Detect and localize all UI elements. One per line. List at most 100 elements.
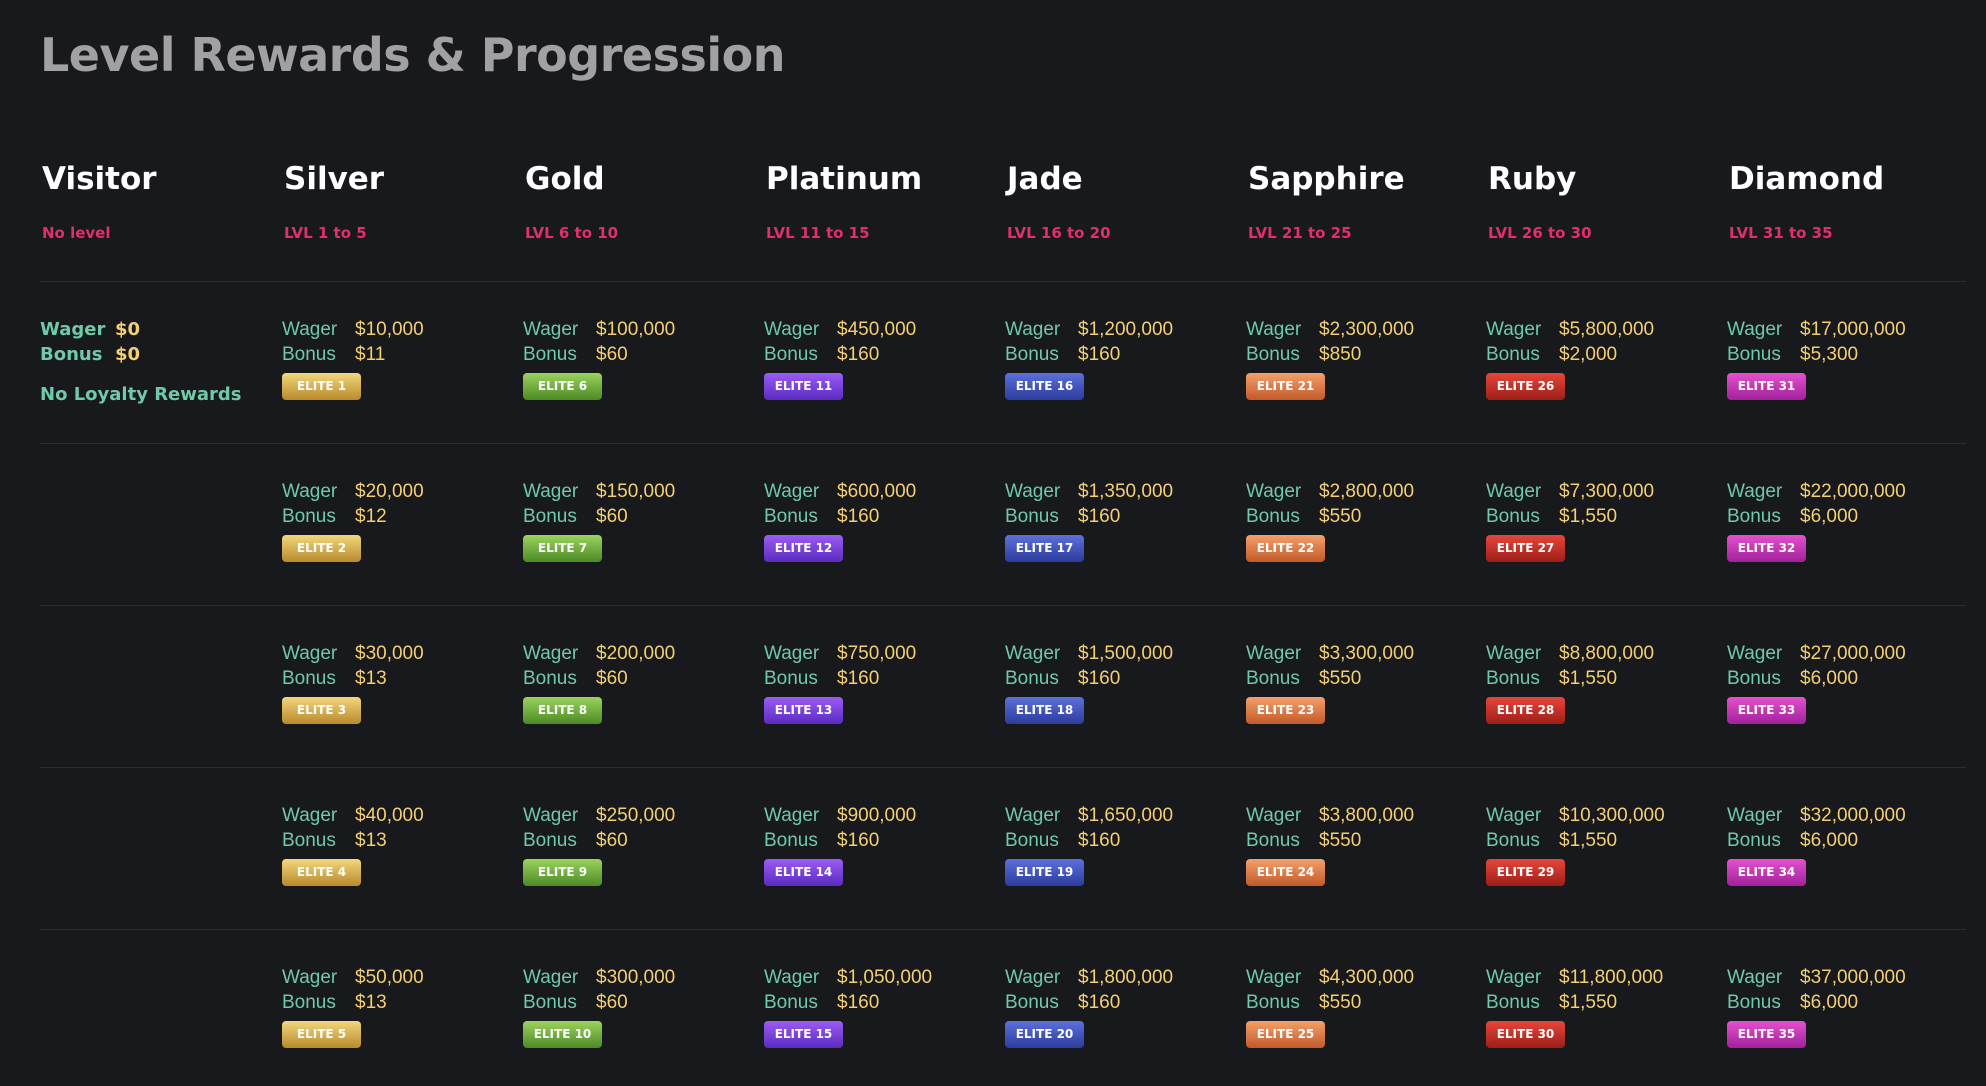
wager-label: Wager: [282, 643, 338, 664]
elite-level-badge: ELITE 30: [1486, 1021, 1565, 1048]
bonus-line: Bonus $11: [282, 343, 385, 367]
bonus-label: Bonus: [523, 344, 577, 365]
bonus-label: Bonus: [1727, 992, 1781, 1013]
bonus-label: Bonus: [1727, 344, 1781, 365]
bonus-line: Bonus $160: [764, 829, 879, 853]
level-reward-cell: Wager $1,650,000 Bonus $160 ELITE 19: [1005, 804, 1245, 954]
level-reward-cell: Wager $900,000 Bonus $160 ELITE 14: [764, 804, 1004, 954]
bonus-line: Bonus $1,550: [1486, 991, 1617, 1015]
wager-label: Wager: [764, 805, 820, 826]
bonus-value: $550: [1319, 830, 1362, 851]
bonus-line: Bonus $160: [1005, 829, 1120, 853]
bonus-value: $160: [837, 668, 880, 689]
wager-line: Wager $10,000: [282, 318, 424, 342]
level-reward-cell: Wager $7,300,000 Bonus $1,550 ELITE 27: [1486, 480, 1726, 630]
wager-line: Wager $37,000,000: [1727, 966, 1906, 990]
tier-name: Sapphire: [1248, 161, 1405, 197]
bonus-label: Bonus: [1005, 506, 1059, 527]
wager-line: Wager $20,000: [282, 480, 424, 504]
wager-line: Wager $900,000: [764, 804, 916, 828]
bonus-label: Bonus: [1246, 992, 1300, 1013]
tier-range: LVL 6 to 10: [525, 224, 619, 242]
level-reward-cell: Wager $150,000 Bonus $60 ELITE 7: [523, 480, 763, 630]
wager-value: $1,350,000: [1078, 481, 1174, 502]
bonus-value: $11: [355, 344, 386, 365]
wager-label: Wager: [523, 643, 579, 664]
tier-column-ruby: Ruby LVL 26 to 30 Wager $5,800,000 Bonus $2,0…: [1486, 0, 1726, 1086]
level-reward-cell: Wager $1,800,000 Bonus $160 ELITE 20: [1005, 966, 1245, 1086]
level-reward-cell: Wager $1,200,000 Bonus $160 ELITE 16: [1005, 318, 1245, 468]
tier-column-sapphire: Sapphire LVL 21 to 25 Wager $2,300,000 Bonus…: [1246, 0, 1486, 1086]
bonus-value: $160: [1078, 668, 1121, 689]
wager-line: Wager $0: [40, 318, 140, 342]
bonus-label: Bonus: [1486, 668, 1540, 689]
wager-value: $900,000: [837, 805, 917, 826]
elite-level-badge: ELITE 32: [1727, 535, 1806, 562]
bonus-value: $12: [355, 506, 387, 527]
bonus-line: Bonus $60: [523, 343, 628, 367]
wager-value: $3,300,000: [1319, 643, 1415, 664]
level-reward-cell: Wager $27,000,000 Bonus $6,000 ELITE 33: [1727, 642, 1967, 792]
elite-level-badge: ELITE 4: [282, 859, 361, 886]
bonus-label: Bonus: [523, 668, 577, 689]
bonus-value: $13: [355, 830, 387, 851]
wager-value: $750,000: [837, 643, 917, 664]
bonus-label: Bonus: [1005, 344, 1059, 365]
elite-level-badge: ELITE 20: [1005, 1021, 1084, 1048]
wager-value: $100,000: [596, 319, 676, 340]
bonus-line: Bonus $60: [523, 505, 628, 529]
bonus-label: Bonus: [282, 668, 336, 689]
wager-line: Wager $7,300,000: [1486, 480, 1654, 504]
elite-level-badge: ELITE 14: [764, 859, 843, 886]
bonus-label: Bonus: [282, 344, 336, 365]
tier-column-gold: Gold LVL 6 to 10 Wager $100,000 Bonus $60 ELIT…: [523, 0, 763, 1086]
bonus-label: Bonus: [523, 506, 577, 527]
wager-value: $50,000: [355, 967, 424, 988]
wager-value: $10,000: [355, 319, 424, 340]
bonus-value: $550: [1319, 506, 1362, 527]
tier-range: LVL 21 to 25: [1248, 224, 1352, 242]
wager-value: $2,800,000: [1319, 481, 1415, 502]
level-reward-cell: Wager $37,000,000 Bonus $6,000 ELITE 35: [1727, 966, 1967, 1086]
bonus-line: Bonus $1,550: [1486, 829, 1617, 853]
tier-name: Visitor: [42, 161, 157, 197]
wager-value: $3,800,000: [1319, 805, 1415, 826]
wager-value: $27,000,000: [1800, 643, 1906, 664]
bonus-line: Bonus $550: [1246, 829, 1361, 853]
bonus-value: $160: [837, 506, 880, 527]
bonus-value: $160: [837, 992, 880, 1013]
level-reward-cell: Wager $1,500,000 Bonus $160 ELITE 18: [1005, 642, 1245, 792]
wager-label: Wager: [1246, 643, 1302, 664]
wager-line: Wager $11,800,000: [1486, 966, 1663, 990]
bonus-line: Bonus $6,000: [1727, 667, 1858, 691]
level-reward-cell: Wager $100,000 Bonus $60 ELITE 6: [523, 318, 763, 468]
bonus-label: Bonus: [1246, 830, 1300, 851]
bonus-label: Bonus: [1727, 506, 1781, 527]
elite-level-badge: ELITE 16: [1005, 373, 1084, 400]
bonus-line: Bonus $160: [1005, 343, 1120, 367]
tier-range: LVL 11 to 15: [766, 224, 870, 242]
elite-level-badge: ELITE 17: [1005, 535, 1084, 562]
bonus-line: Bonus $1,550: [1486, 667, 1617, 691]
row-divider: [40, 929, 1966, 930]
bonus-label: Bonus: [1727, 668, 1781, 689]
bonus-value: $1,550: [1559, 506, 1618, 527]
bonus-line: Bonus $160: [1005, 667, 1120, 691]
wager-line: Wager $1,650,000: [1005, 804, 1173, 828]
wager-label: Wager: [523, 967, 579, 988]
bonus-line: Bonus $5,300: [1727, 343, 1858, 367]
wager-value: $32,000,000: [1800, 805, 1906, 826]
wager-line: Wager $50,000: [282, 966, 424, 990]
elite-level-badge: ELITE 33: [1727, 697, 1806, 724]
bonus-line: Bonus $160: [764, 505, 879, 529]
wager-line: Wager $32,000,000: [1727, 804, 1906, 828]
wager-value: $1,800,000: [1078, 967, 1174, 988]
wager-value: $5,800,000: [1559, 319, 1655, 340]
elite-level-badge: ELITE 23: [1246, 697, 1325, 724]
wager-line: Wager $8,800,000: [1486, 642, 1654, 666]
wager-line: Wager $22,000,000: [1727, 480, 1906, 504]
bonus-value: $1,550: [1559, 992, 1618, 1013]
bonus-value: $60: [596, 344, 628, 365]
elite-level-badge: ELITE 8: [523, 697, 602, 724]
